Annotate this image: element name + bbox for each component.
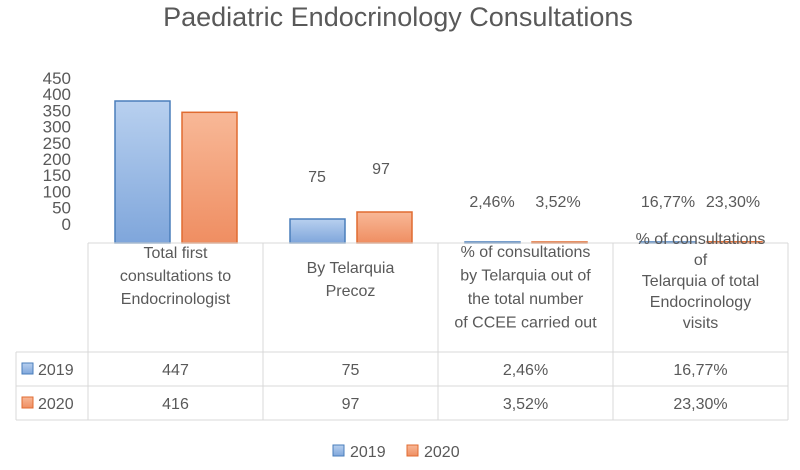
table-cell: 23,30% [673, 396, 727, 413]
y-tick-label: 250 [43, 134, 71, 153]
table-cell: 3,52% [503, 396, 548, 413]
y-tick-label: 350 [43, 101, 71, 120]
y-tick-label: 450 [43, 69, 71, 88]
row-label-2019: 2019 [38, 362, 74, 379]
legend-label-2020: 2020 [424, 444, 460, 461]
data-label: 75 [308, 169, 326, 186]
bar-2019-1 [289, 218, 346, 244]
data-label: 3,52% [535, 194, 580, 211]
y-tick-label: 300 [43, 118, 71, 137]
data-table: Total first consultations to Endocrinologi… [15, 231, 789, 421]
row-label-2020: 2020 [38, 396, 74, 413]
y-tick-label: 150 [43, 166, 71, 185]
category-label: Total first consultations to Endocrinologi… [120, 245, 231, 308]
data-label: 97 [372, 161, 390, 178]
y-tick-label: 0 [62, 215, 71, 234]
data-label: 23,30% [706, 194, 760, 211]
data-label: 16,77% [641, 194, 695, 211]
data-label: 2,46% [469, 194, 514, 211]
category-label: % of consultations by Telarquia out of the… [454, 244, 597, 332]
y-tick-label: 50 [52, 199, 71, 218]
chart-title: Paediatric Endocrinology Consultations [163, 2, 633, 32]
category-label: % of consultations of Telarquia of total En… [636, 231, 766, 332]
table-cell: 16,77% [673, 362, 727, 379]
row-key-2020 [21, 396, 34, 409]
bar-2020-0 [181, 111, 238, 244]
table-cell: 75 [342, 362, 360, 379]
y-tick-label: 200 [43, 150, 71, 169]
y-tick-label: 100 [43, 182, 71, 201]
legend-label-2019: 2019 [350, 444, 386, 461]
legend-swatch-2020 [406, 444, 419, 457]
category-label: By Telarquia Precoz [307, 260, 395, 300]
table-cell: 97 [342, 396, 360, 413]
table-cell: 416 [162, 396, 189, 413]
legend-swatch-2019 [332, 444, 345, 457]
bar-2020-1 [356, 211, 413, 244]
row-key-2019 [21, 362, 34, 375]
legend: 2019 2020 [332, 444, 460, 461]
data-labels: 75 2,46% 16,77% 97 3,52% 23,30% [308, 161, 760, 211]
bars [114, 100, 763, 244]
y-tick-label: 400 [43, 85, 71, 104]
bar-2019-0 [114, 100, 171, 244]
table-cell: 447 [162, 362, 189, 379]
table-cell: 2,46% [503, 362, 548, 379]
